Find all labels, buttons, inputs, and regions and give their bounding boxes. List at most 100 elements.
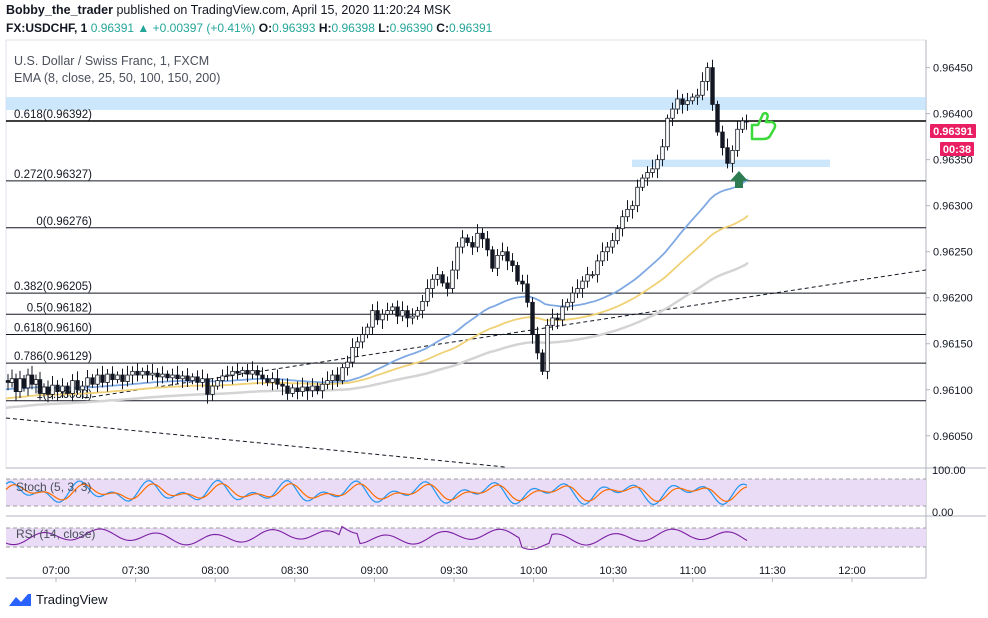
candle-body[interactable] — [610, 240, 615, 248]
candle-body[interactable] — [695, 94, 700, 98]
candle-body[interactable] — [29, 374, 35, 385]
candle-body[interactable] — [485, 238, 490, 251]
candle-body[interactable] — [680, 98, 685, 105]
candle-body[interactable] — [120, 374, 125, 382]
candle-body[interactable] — [5, 380, 11, 383]
candle-body[interactable] — [510, 260, 515, 266]
candle-body[interactable] — [560, 306, 565, 321]
candle-body[interactable] — [60, 385, 65, 393]
candle-body[interactable] — [735, 128, 740, 151]
candle-body[interactable] — [530, 301, 535, 335]
candle-body[interactable] — [13, 378, 19, 393]
candle-body[interactable] — [500, 251, 505, 256]
candle-body[interactable] — [335, 374, 340, 381]
candle-body[interactable] — [180, 375, 185, 380]
candle-body[interactable] — [95, 374, 100, 385]
candle-body[interactable] — [615, 228, 620, 242]
candle-body[interactable] — [590, 274, 595, 277]
candle-body[interactable] — [670, 108, 675, 119]
candle-body[interactable] — [200, 378, 205, 383]
candle-body[interactable] — [570, 292, 575, 303]
candle-body[interactable] — [255, 370, 260, 376]
candle-body[interactable] — [365, 326, 370, 335]
candle-body[interactable] — [295, 387, 300, 393]
candle-body[interactable] — [490, 249, 495, 269]
candle-body[interactable] — [345, 361, 350, 369]
candle-body[interactable] — [455, 246, 460, 271]
candle-body[interactable] — [285, 385, 290, 394]
candle-body[interactable] — [265, 378, 270, 383]
candle-body[interactable] — [270, 378, 275, 383]
candle-body[interactable] — [420, 301, 425, 312]
candle-body[interactable] — [470, 242, 475, 248]
candle-body[interactable] — [744, 120, 749, 123]
upper-trendline[interactable] — [84, 269, 927, 399]
candle-body[interactable] — [605, 246, 610, 253]
candle-body[interactable] — [480, 232, 485, 240]
candle-body[interactable] — [540, 352, 545, 372]
candle-body[interactable] — [190, 376, 195, 381]
candle-body[interactable] — [725, 147, 730, 164]
candle-body[interactable] — [565, 301, 570, 308]
candle-body[interactable] — [595, 260, 600, 276]
candle-body[interactable] — [85, 377, 90, 387]
candle-body[interactable] — [535, 334, 540, 354]
candle-body[interactable] — [300, 386, 305, 393]
candle-body[interactable] — [730, 150, 735, 164]
candle-body[interactable] — [460, 237, 465, 248]
candle-body[interactable] — [475, 232, 480, 248]
candle-body[interactable] — [515, 265, 520, 282]
candle-body[interactable] — [17, 378, 23, 393]
candle-body[interactable] — [380, 313, 385, 321]
candle-body[interactable] — [340, 367, 345, 381]
candle-body[interactable] — [465, 237, 470, 243]
candle-body[interactable] — [325, 380, 330, 385]
candle-body[interactable] — [105, 373, 110, 383]
candle-body[interactable] — [665, 117, 670, 148]
candle-body[interactable] — [305, 386, 310, 392]
candle-body[interactable] — [140, 370, 145, 376]
candle-body[interactable] — [145, 370, 150, 376]
candle-body[interactable] — [375, 310, 380, 321]
candle-body[interactable] — [575, 288, 580, 294]
candle-body[interactable] — [320, 383, 325, 392]
candle-body[interactable] — [155, 372, 160, 378]
candle-body[interactable] — [125, 374, 130, 382]
candle-body[interactable] — [215, 380, 220, 387]
candle-body[interactable] — [315, 385, 320, 392]
candle-body[interactable] — [430, 278, 435, 289]
candle-body[interactable] — [225, 374, 230, 377]
candle-body[interactable] — [580, 280, 585, 289]
candle-body[interactable] — [170, 374, 175, 379]
candle-body[interactable] — [250, 370, 255, 375]
candle-body[interactable] — [445, 282, 450, 289]
candle-body[interactable] — [195, 376, 200, 383]
candle-body[interactable] — [205, 378, 210, 395]
candle-body[interactable] — [55, 384, 60, 393]
candle-body[interactable] — [220, 375, 225, 381]
candle-body[interactable] — [700, 81, 705, 96]
candle-body[interactable] — [175, 374, 180, 380]
candle-body[interactable] — [245, 370, 250, 375]
candle-body[interactable] — [115, 374, 120, 381]
candle-body[interactable] — [350, 347, 355, 363]
candle-body[interactable] — [710, 67, 715, 105]
candle-body[interactable] — [555, 317, 560, 321]
candle-body[interactable] — [400, 310, 405, 317]
candle-body[interactable] — [635, 186, 640, 207]
candle-body[interactable] — [33, 379, 39, 385]
candle-body[interactable] — [90, 377, 95, 385]
candle-body[interactable] — [37, 379, 43, 394]
candle-body[interactable] — [650, 168, 655, 173]
stoch-d-line[interactable] — [5, 482, 748, 503]
candle-body[interactable] — [45, 386, 51, 395]
candle-body[interactable] — [235, 370, 240, 374]
candle-body[interactable] — [660, 146, 665, 161]
candle-body[interactable] — [655, 159, 660, 170]
candle-body[interactable] — [410, 315, 415, 319]
candle-body[interactable] — [675, 98, 680, 110]
candle-body[interactable] — [275, 378, 280, 385]
candle-body[interactable] — [715, 104, 720, 133]
candle-body[interactable] — [440, 274, 445, 284]
candle-body[interactable] — [505, 251, 510, 262]
